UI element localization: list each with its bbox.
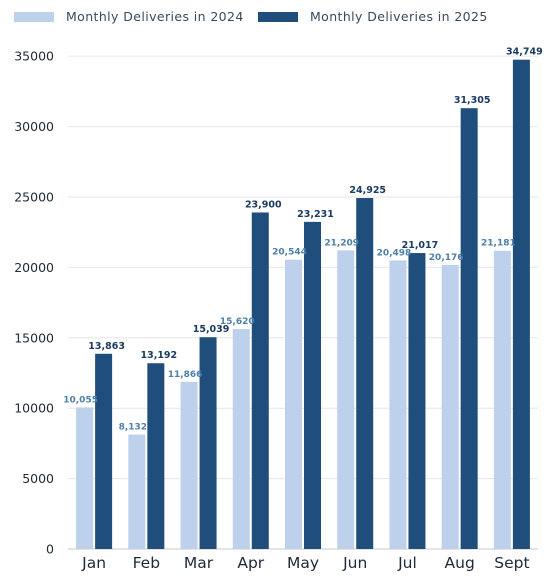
- y-tick-label: 0: [46, 542, 54, 557]
- bar-2025-feb: [147, 363, 165, 549]
- bar-2025-jul: [408, 253, 426, 549]
- bar-2024-aug: [441, 264, 459, 549]
- x-axis: Jan Feb Mar Apr May Jun Jul Aug Sept: [81, 554, 529, 572]
- data-label-2024-feb: 8,132: [119, 422, 147, 432]
- data-label-2025-jun: 24,925: [349, 185, 386, 196]
- legend-swatch-2025: [258, 12, 298, 22]
- bar-2025-jun: [356, 198, 374, 549]
- data-labels: 10,055 13,863 8,132 13,192 11,866 15,03915,62…: [63, 47, 542, 433]
- bar-2025-jan: [95, 353, 113, 549]
- bar-2025-may: [304, 221, 321, 550]
- bar-2025-aug: [460, 108, 478, 549]
- legend-swatch-2024: [14, 12, 54, 22]
- x-tick-label-mar: Mar: [184, 554, 214, 572]
- data-label-2025-sept: 34,749: [506, 47, 543, 58]
- bars: [76, 59, 530, 550]
- x-tick-label-aug: Aug: [445, 554, 475, 572]
- x-tick-label-jul: Jul: [397, 554, 417, 572]
- x-tick-label-apr: Apr: [237, 554, 264, 572]
- bar-2024-jun: [337, 250, 355, 549]
- x-tick-label-sept: Sept: [494, 554, 529, 572]
- data-label-2025-apr: 23,900: [245, 199, 282, 210]
- y-tick-label: 30000: [14, 119, 54, 134]
- data-label-2024-jun: 21,209: [324, 238, 359, 248]
- data-label-2024-sept: 21,181: [481, 239, 516, 249]
- data-label-2025-mar: 15,039: [193, 324, 230, 335]
- bar-2024-jul: [389, 260, 407, 549]
- bar-2024-apr: [232, 329, 250, 549]
- y-tick-label: 10000: [14, 401, 54, 416]
- gridlines: [68, 55, 538, 550]
- legend-label-2025: Monthly Deliveries in 2025: [310, 9, 488, 24]
- bar-2024-may: [285, 259, 302, 549]
- data-label-2025-may: 23,231: [297, 209, 334, 220]
- bar-2024-sept: [493, 250, 511, 549]
- bar-2025-apr: [251, 212, 269, 549]
- data-label-2025-jan: 13,863: [88, 341, 125, 352]
- data-label-2024-jan: 10,055: [63, 395, 98, 405]
- bar-2025-sept: [512, 59, 530, 550]
- x-tick-label-may: May: [287, 554, 319, 572]
- bar-2025-mar: [199, 337, 217, 549]
- data-label-2024-may: 20,544: [272, 248, 307, 258]
- y-tick-label: 15000: [14, 330, 54, 345]
- data-label-2024-aug: 20,176: [429, 253, 464, 263]
- x-tick-label-jan: Jan: [81, 554, 106, 572]
- bar-2024-jan: [76, 407, 94, 549]
- data-label-2025-feb: 13,192: [140, 350, 177, 361]
- y-tick-label: 20000: [14, 260, 54, 275]
- data-label-2025-jul: 21,017: [402, 240, 439, 251]
- data-label-2024-jul: 20,498: [377, 248, 412, 258]
- x-tick-label-feb: Feb: [133, 554, 160, 572]
- y-tick-label: 25000: [14, 189, 54, 204]
- y-tick-label: 5000: [22, 471, 54, 486]
- data-label-2024-apr: 15,620: [220, 317, 255, 327]
- y-axis: 0 5000 10000 15000 20000 25000 30000 35000: [14, 49, 54, 557]
- y-tick-label: 35000: [14, 49, 54, 64]
- data-label-2024-mar: 11,866: [168, 370, 203, 380]
- bar-2024-feb: [128, 434, 146, 549]
- legend-label-2024: Monthly Deliveries in 2024: [66, 9, 244, 24]
- bar-2024-mar: [180, 381, 198, 549]
- legend: Monthly Deliveries in 2024 Monthly Delive…: [14, 9, 488, 24]
- x-tick-label-jun: Jun: [342, 554, 367, 572]
- data-label-2025-aug: 31,305: [454, 95, 491, 106]
